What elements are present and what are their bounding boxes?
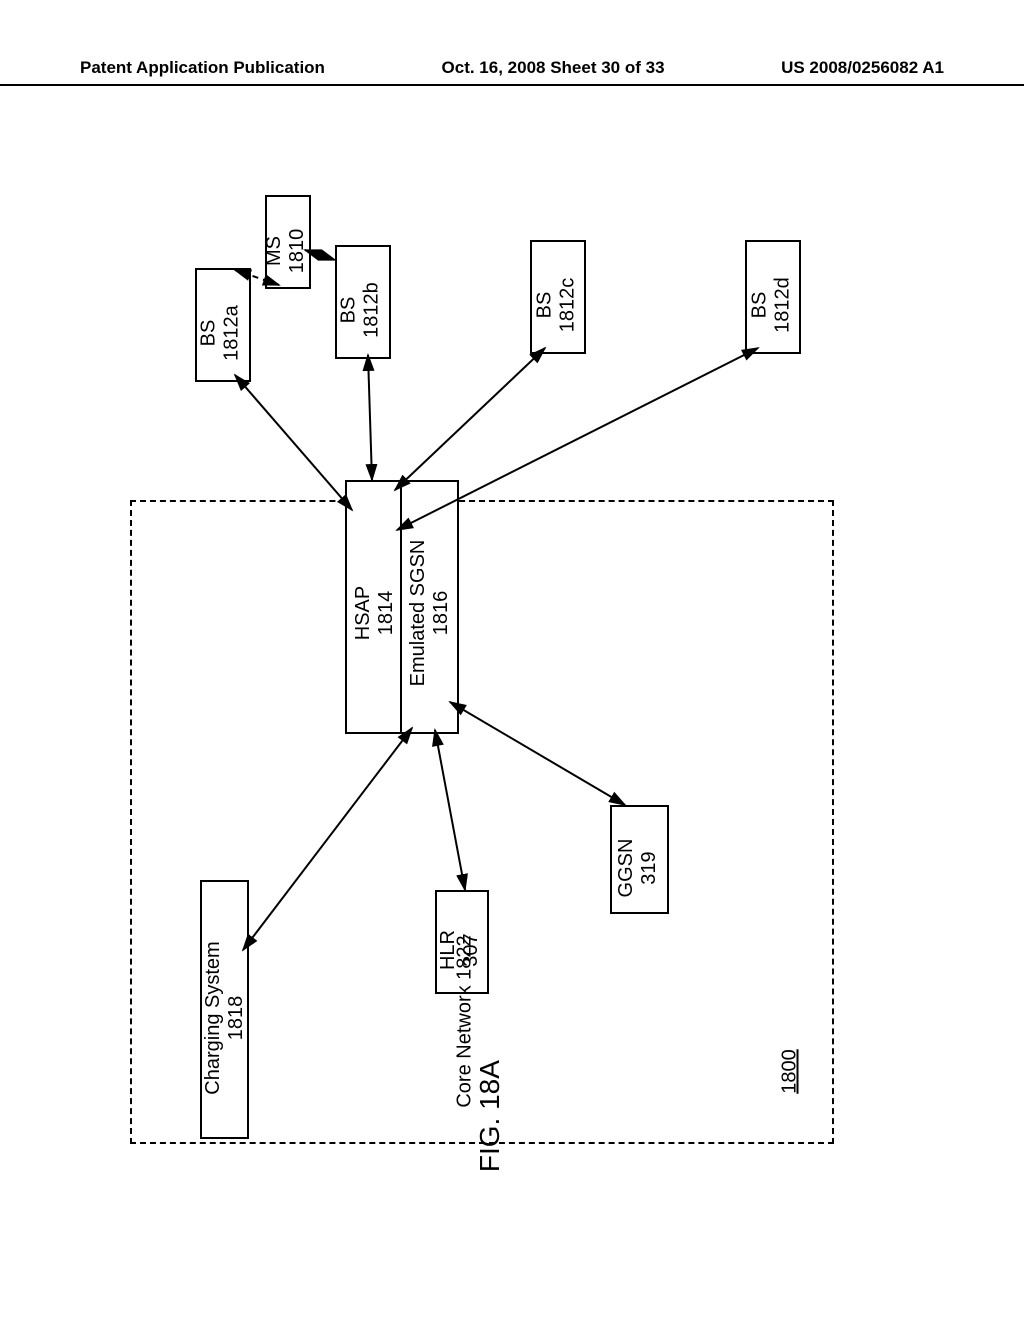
page: Patent Application Publication Oct. 16, …	[0, 0, 1024, 1320]
figure-18a: MS 1810 BS 1812a BS 1812b BS 1812c BS 18…	[130, 190, 900, 1140]
label-ggsn: GGSN 319	[615, 818, 661, 918]
header-right: US 2008/0256082 A1	[781, 58, 944, 78]
header-left: Patent Application Publication	[80, 58, 325, 78]
label-system-ref: 1800	[779, 1042, 802, 1102]
label-bs-b: BS 1812b	[338, 258, 384, 363]
figure-caption: FIG. 18A	[474, 1036, 506, 1196]
label-ms: MS 1810	[263, 211, 309, 291]
header-center: Oct. 16, 2008 Sheet 30 of 33	[442, 58, 665, 78]
page-header: Patent Application Publication Oct. 16, …	[0, 58, 1024, 86]
label-bs-a: BS 1812a	[198, 281, 244, 386]
label-bs-c: BS 1812c	[534, 253, 580, 358]
label-hsap: HSAP 1814	[352, 513, 398, 713]
label-bs-d: BS 1812d	[749, 253, 795, 358]
label-esgsn: Emulated SGSN 1816	[407, 488, 453, 738]
label-charging: Charging System 1818	[202, 893, 248, 1143]
